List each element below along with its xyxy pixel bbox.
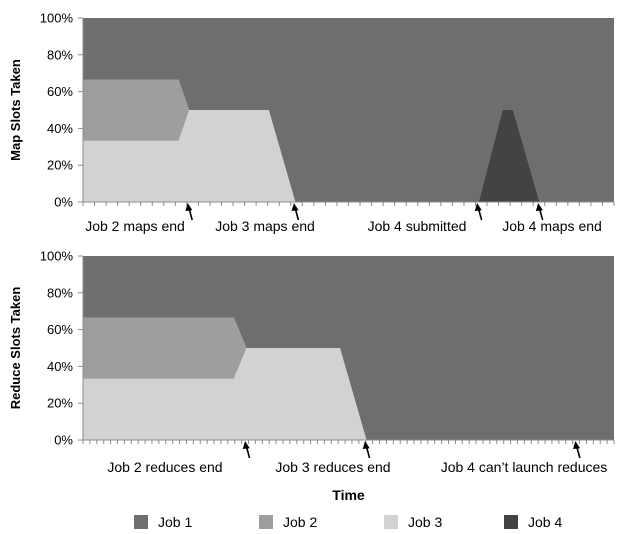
y-axis-label: Map Slots Taken	[8, 59, 23, 161]
area-job-1	[83, 18, 614, 202]
annotation-arrow-shaft	[294, 208, 300, 221]
legend-item-job-3: Job 3	[384, 514, 442, 530]
annotation-arrow-shaft	[245, 446, 251, 459]
annotation-arrow-shaft	[576, 446, 581, 459]
legend-swatch-job-2	[259, 515, 273, 529]
area-job-2	[83, 317, 614, 440]
area-job-2	[83, 79, 614, 202]
y-tick-label: 80%	[47, 47, 73, 62]
annotation-arrow-head	[242, 441, 250, 449]
annotation-arrow-head	[474, 203, 482, 211]
legend-label-job-3: Job 3	[408, 514, 443, 530]
legend-swatch-job-1	[134, 515, 148, 529]
y-tick-label: 20%	[47, 158, 73, 173]
y-tick-label: 100%	[40, 11, 74, 26]
x-axis-label: Time	[332, 487, 365, 503]
legend-swatch-job-3	[384, 515, 398, 529]
annotation-label: Job 2 reduces end	[107, 459, 222, 475]
y-tick-label: 0%	[54, 195, 73, 210]
annotation-arrow-head	[185, 203, 193, 211]
y-tick-label: 60%	[47, 322, 73, 337]
legend-label-job-4: Job 4	[528, 514, 563, 530]
legend-label-job-2: Job 2	[283, 514, 318, 530]
legend-item-job-4: Job 4	[504, 514, 562, 530]
annotation-arrow-shaft	[477, 208, 483, 221]
area-job-4	[83, 79, 614, 202]
annotation-label: Job 3 maps end	[215, 218, 315, 234]
annotation-arrow-head	[362, 441, 370, 449]
y-tick-label: 80%	[47, 285, 73, 300]
area-job-3	[83, 110, 614, 202]
annotation-label: Job 2 maps end	[85, 218, 185, 234]
y-tick-label: 20%	[47, 396, 73, 411]
annotation-arrow-shaft	[365, 446, 371, 459]
legend-label-job-1: Job 1	[158, 514, 193, 530]
chart-panel-1: 0% 20% 40% 60% 80% 100% Map Slots Taken Job 2 m…	[8, 11, 615, 234]
annotation-label: Job 4 submitted	[368, 218, 467, 234]
annotation-arrow-head	[291, 203, 299, 211]
chart-panel-2: 0% 20% 40% 60% 80% 100% Reduce Slots Taken Job …	[8, 249, 615, 503]
annotation-arrow-head	[573, 441, 581, 449]
y-tick-label: 40%	[47, 121, 73, 136]
y-tick-label: 100%	[40, 249, 74, 264]
y-axis-label: Reduce Slots Taken	[8, 287, 23, 410]
annotation-label: Job 4 maps end	[502, 218, 602, 234]
legend-item-job-2: Job 2	[259, 514, 317, 530]
annotation-label: Job 4 can’t launch reduces	[441, 459, 608, 475]
legend-swatch-job-4	[504, 515, 518, 529]
annotation-label: Job 3 reduces end	[275, 459, 390, 475]
legend-item-job-1: Job 1	[134, 514, 192, 530]
annotation-arrow-shaft	[188, 208, 193, 221]
y-tick-label: 0%	[54, 433, 73, 448]
legend: Job 1 Job 2 Job 3 Job 4	[0, 510, 621, 530]
y-tick-label: 40%	[47, 359, 73, 374]
y-tick-label: 60%	[47, 84, 73, 99]
area-job-1	[83, 256, 614, 440]
annotation-arrow-shaft	[538, 208, 544, 221]
annotation-arrow-head	[535, 203, 543, 211]
area-job-3	[83, 348, 614, 440]
